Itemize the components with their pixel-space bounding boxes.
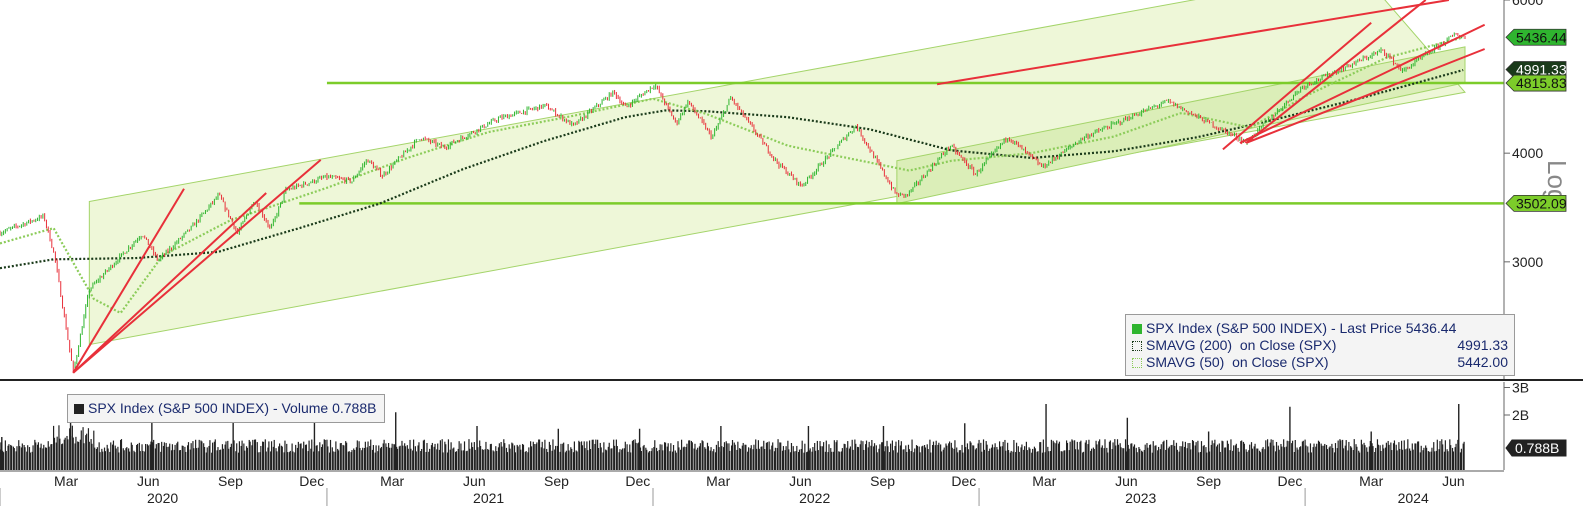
x-month-label: Sep — [218, 473, 243, 489]
price-legend: SPX Index (S&P 500 INDEX) - Last Price 5… — [1125, 314, 1515, 376]
value-tag-label: 5436.44 — [1516, 29, 1567, 45]
trendline-3 — [936, 0, 1450, 86]
volume-tag-label: 0.788B — [1515, 440, 1559, 456]
legend-sma200-label: SMAVG (200) on Close (SPX) — [1146, 337, 1337, 353]
x-month-label: Jun — [1115, 473, 1138, 489]
legend-price-label: SPX Index (S&P 500 INDEX) - Last Price — [1146, 320, 1402, 336]
x-year-label: 2022 — [799, 490, 830, 506]
x-month-label: Dec — [951, 473, 976, 489]
x-month-label: Jun — [463, 473, 486, 489]
price-tick-label: 4000 — [1512, 145, 1543, 161]
x-month-label: Dec — [299, 473, 324, 489]
trendline-4 — [1222, 21, 1372, 151]
x-month-label: Sep — [870, 473, 895, 489]
legend-sma200-value: 4991.33 — [1457, 337, 1508, 353]
value-tag-2: 4815.83 — [1505, 74, 1567, 92]
x-month-label: Mar — [1032, 473, 1056, 489]
price-tick-label: 6000 — [1512, 0, 1543, 8]
value-tag-3: 3502.09 — [1505, 194, 1567, 212]
value-tag-label: 4991.33 — [1516, 62, 1567, 78]
legend-sma50-value: 5442.00 — [1457, 354, 1508, 370]
value-tag-label: 4815.83 — [1516, 75, 1567, 91]
legend-row-price: SPX Index (S&P 500 INDEX) - Last Price 5… — [1132, 320, 1508, 337]
trendline-2 — [72, 159, 322, 374]
price-tick-label: 3000 — [1512, 254, 1543, 270]
price-candles — [0, 32, 1466, 374]
main-plot — [0, 0, 1504, 374]
volume-tag-shape — [1505, 439, 1567, 457]
sma50-line — [0, 36, 1464, 315]
price-swatch-icon — [1132, 323, 1142, 334]
value-tag-shape — [1505, 74, 1567, 92]
x-month-label: Dec — [1277, 473, 1302, 489]
value-tag-0: 5436.44 — [1505, 28, 1567, 46]
value-tag-label: 3502.09 — [1516, 195, 1567, 211]
trendline-6 — [1239, 23, 1486, 144]
volume-tick-label: 2B — [1512, 407, 1529, 423]
x-month-label: Dec — [625, 473, 650, 489]
x-month-label: Mar — [380, 473, 404, 489]
sma50-swatch-icon — [1132, 357, 1142, 368]
x-year-label: 2021 — [473, 490, 504, 506]
legend-volume-label: SPX Index (S&P 500 INDEX) - Volume 0.788… — [88, 400, 377, 416]
trendline-0 — [72, 188, 185, 374]
x-month-label: Sep — [1196, 473, 1221, 489]
x-month-label: Mar — [54, 473, 78, 489]
volume-tick-label: 3B — [1512, 380, 1529, 396]
legend-row-volume: SPX Index (S&P 500 INDEX) - Volume 0.788… — [74, 400, 376, 417]
legend-row-sma50: SMAVG (50) on Close (SPX) 5442.00 — [1132, 354, 1508, 371]
volume-bars — [0, 404, 1465, 470]
x-month-label: Jun — [1442, 473, 1465, 489]
x-month-label: Jun — [137, 473, 160, 489]
x-month-label: Mar — [1359, 473, 1383, 489]
legend-row-sma200: SMAVG (200) on Close (SPX) 4991.33 — [1132, 337, 1508, 354]
x-year-label: 2024 — [1398, 490, 1429, 506]
volume-legend: SPX Index (S&P 500 INDEX) - Volume 0.788… — [67, 394, 386, 423]
value-tag-1: 4991.33 — [1505, 61, 1567, 78]
x-month-label: Jun — [789, 473, 812, 489]
value-tag-shape — [1505, 28, 1567, 46]
sma200-line — [0, 68, 1464, 270]
value-tag-shape — [1505, 194, 1567, 212]
trendline-7 — [1245, 48, 1486, 144]
sma200-swatch-icon — [1132, 340, 1142, 351]
trendline-1 — [72, 192, 267, 374]
trendline-5 — [1245, 0, 1427, 144]
channel-band-0 — [88, 0, 1466, 346]
legend-sma50-label: SMAVG (50) on Close (SPX) — [1146, 354, 1329, 370]
x-month-label: Mar — [706, 473, 730, 489]
x-year-label: 2020 — [147, 490, 178, 506]
legend-price-value: 5436.44 — [1405, 320, 1457, 336]
x-month-label: Sep — [544, 473, 569, 489]
volume-swatch-icon — [74, 403, 84, 414]
x-year-label: 2023 — [1125, 490, 1156, 506]
